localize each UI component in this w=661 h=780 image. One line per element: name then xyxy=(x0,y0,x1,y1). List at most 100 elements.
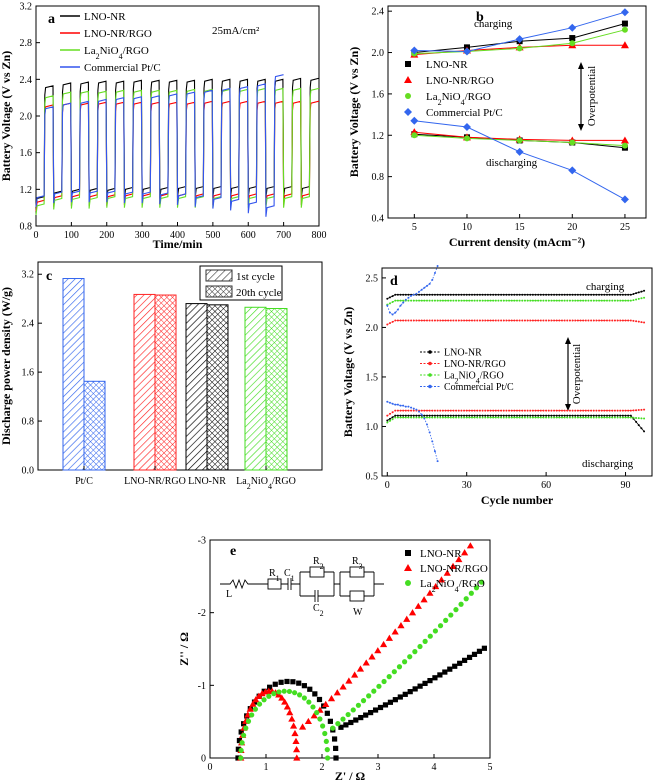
data-point xyxy=(537,416,540,419)
x-axis-title: Z' / Ω xyxy=(335,769,366,780)
data-point xyxy=(481,293,484,296)
y-tick-label: 2.5 xyxy=(366,273,379,284)
data-point xyxy=(392,697,398,703)
x-tick-label: 10 xyxy=(462,222,472,233)
data-point xyxy=(388,401,391,404)
data-point xyxy=(505,416,508,419)
data-point xyxy=(600,299,603,302)
data-point xyxy=(320,723,326,729)
data-point xyxy=(388,417,391,420)
data-point xyxy=(553,293,556,296)
x-tick-label: 0 xyxy=(208,762,213,773)
data-point xyxy=(611,299,614,302)
data-point xyxy=(592,409,595,412)
y-axis-title: Z'' / Ω xyxy=(177,632,191,666)
x-tick-label: 4 xyxy=(432,762,437,773)
data-point xyxy=(489,409,492,412)
data-point xyxy=(325,755,331,761)
data-point xyxy=(404,76,412,83)
data-point xyxy=(436,409,439,412)
legend-label: La2NiO4/RGO xyxy=(426,91,491,107)
data-point xyxy=(606,299,608,302)
data-point xyxy=(410,416,413,419)
data-point xyxy=(576,416,579,419)
data-point xyxy=(500,299,503,302)
data-point xyxy=(563,299,566,302)
data-point xyxy=(420,413,423,416)
data-point xyxy=(442,669,448,675)
data-point xyxy=(500,409,503,412)
data-point xyxy=(613,409,616,412)
resistor xyxy=(309,566,325,578)
data-point xyxy=(521,299,524,302)
data-point xyxy=(571,319,574,322)
data-point xyxy=(611,414,614,417)
data-point xyxy=(619,414,622,417)
data-point xyxy=(550,293,553,296)
data-point xyxy=(545,416,548,419)
data-point xyxy=(568,319,571,322)
data-point xyxy=(550,409,553,412)
data-point xyxy=(452,414,455,417)
series-line xyxy=(35,74,284,217)
data-point xyxy=(289,722,298,729)
x-axis-title: Cycle number xyxy=(481,493,554,507)
data-point xyxy=(463,293,466,296)
data-point xyxy=(327,718,333,724)
data-point xyxy=(462,47,471,56)
data-point xyxy=(437,576,446,583)
data-point xyxy=(238,747,244,753)
data-point xyxy=(468,590,474,596)
data-point xyxy=(643,296,646,299)
data-point xyxy=(494,299,497,302)
data-point xyxy=(386,414,389,417)
x-tick-label: 700 xyxy=(276,230,291,241)
data-point xyxy=(402,293,405,296)
data-point xyxy=(444,319,447,322)
data-point xyxy=(426,589,434,596)
data-point xyxy=(449,562,457,569)
data-point xyxy=(310,704,316,710)
data-point xyxy=(403,615,411,622)
y-tick-label: 3.2 xyxy=(20,2,33,13)
data-point xyxy=(473,409,476,412)
data-point xyxy=(579,409,582,412)
data-point xyxy=(603,293,606,296)
data-point xyxy=(620,195,629,204)
data-point xyxy=(457,416,460,419)
data-point xyxy=(606,416,608,419)
data-point xyxy=(266,693,272,699)
legend-marker xyxy=(428,361,432,366)
legend-label: La2NiO4/RGO xyxy=(84,45,149,61)
y-tick-label: 1.0 xyxy=(366,422,379,433)
data-point xyxy=(441,319,444,322)
data-point xyxy=(510,299,513,302)
data-point xyxy=(241,732,247,738)
data-point xyxy=(412,414,415,417)
data-point xyxy=(453,607,459,613)
data-point xyxy=(603,414,606,417)
data-point xyxy=(513,299,516,302)
data-point xyxy=(592,299,595,302)
data-point xyxy=(523,299,526,302)
data-point xyxy=(621,416,624,419)
x-tick-label: 60 xyxy=(541,480,551,491)
data-point xyxy=(497,414,500,417)
data-point xyxy=(484,409,487,412)
data-point xyxy=(500,416,503,419)
data-point xyxy=(301,695,307,701)
data-point xyxy=(431,319,434,322)
data-point xyxy=(404,405,407,408)
data-point xyxy=(587,409,590,412)
data-point xyxy=(471,409,473,412)
overpotential-annotation: Overpotential xyxy=(586,66,598,126)
data-point xyxy=(600,319,603,322)
data-point xyxy=(531,293,534,296)
data-point xyxy=(283,703,291,710)
data-point xyxy=(397,622,405,629)
data-point xyxy=(629,293,632,296)
data-point xyxy=(457,319,460,322)
data-point xyxy=(516,416,518,419)
data-point xyxy=(534,319,537,322)
data-point xyxy=(603,299,606,302)
